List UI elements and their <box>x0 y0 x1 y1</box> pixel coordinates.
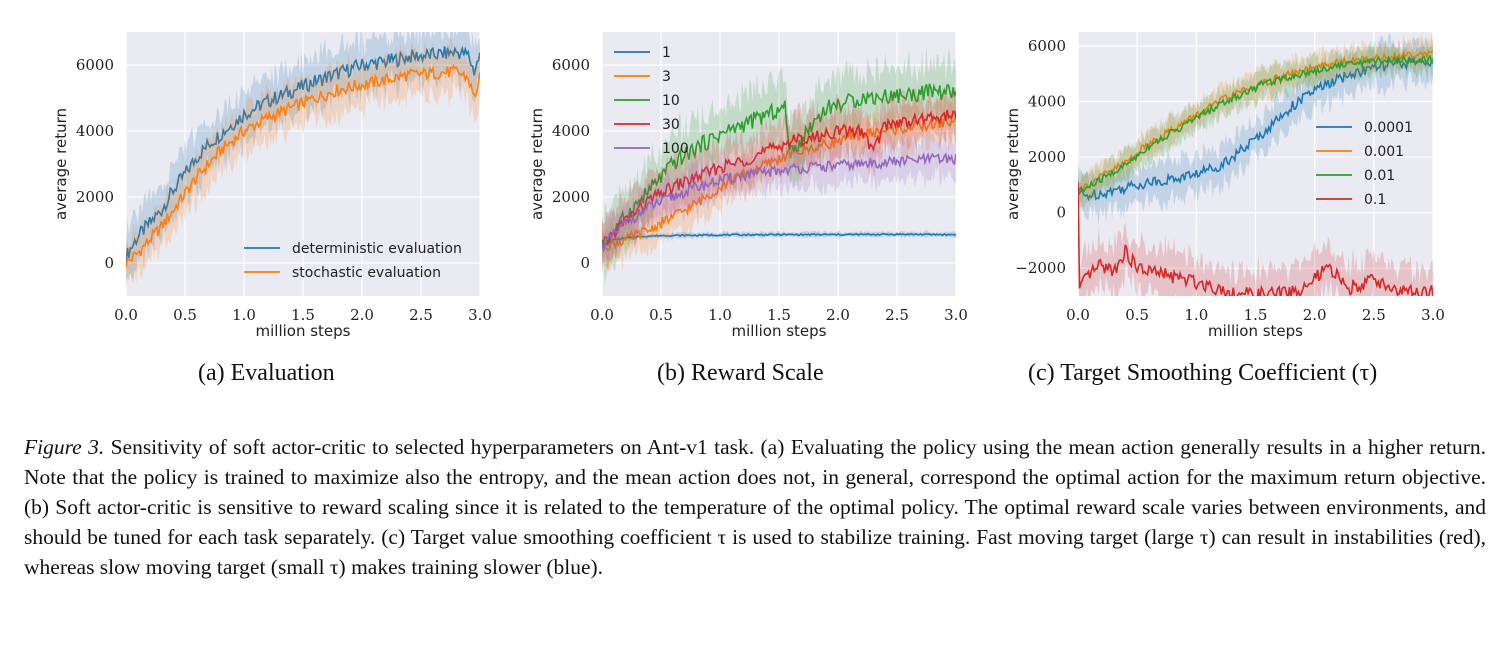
x-axis-label: million steps <box>1208 322 1303 340</box>
series-line-deterministic-evaluation <box>126 45 480 264</box>
caption-lead: Figure 3. <box>24 435 105 459</box>
y-tick-label: 6000 <box>552 56 590 74</box>
x-tick-label: 0.5 <box>1125 306 1149 324</box>
series-band-0.0001 <box>1078 33 1433 226</box>
x-tick-label: 3.0 <box>944 306 968 324</box>
series-band-30 <box>602 85 956 274</box>
x-tick-label: 2.0 <box>1303 306 1327 324</box>
series-line-0.01 <box>1078 54 1433 196</box>
y-axis-label: average return <box>52 108 70 220</box>
legend-label: 30 <box>662 117 680 133</box>
x-tick-label: 1.0 <box>708 306 732 324</box>
x-tick-label: 2.0 <box>826 306 850 324</box>
x-tick-label: 1.0 <box>1184 306 1208 324</box>
legend-label: 0.1 <box>1364 192 1386 208</box>
chart-panel-b: 0.0 0.5 1.0 1.5 2.0 2.5 3.0 0 2000 4000 6000 millio… <box>476 0 976 340</box>
y-tick-label: 2000 <box>76 188 114 206</box>
series-band-100 <box>602 126 956 266</box>
chart-c-svg: 0.0 0.5 1.0 1.5 2.0 2.5 3.0 −2000 0 2000 4000 6000 m… <box>1004 32 1445 340</box>
y-tick-label: 0 <box>104 254 114 272</box>
y-tick-label: 6000 <box>76 56 114 74</box>
x-tick-label: 1.5 <box>1244 306 1268 324</box>
figure-caption: Figure 3. Sensitivity of soft actor-crit… <box>24 432 1486 582</box>
chart-b-svg: 0.0 0.5 1.0 1.5 2.0 2.5 3.0 0 2000 4000 6000 millio… <box>528 32 968 340</box>
legend-label: 0.0001 <box>1364 120 1413 136</box>
subcaption-c: (c) Target Smoothing Coefficient (τ) <box>1028 360 1378 386</box>
y-tick-label: 4000 <box>1028 92 1066 110</box>
series-line-100 <box>602 151 956 254</box>
x-tick-label: 2.5 <box>885 306 909 324</box>
x-tick-label: 0.0 <box>114 306 138 324</box>
series-line-10 <box>602 83 956 252</box>
x-tick-label: 1.5 <box>291 306 315 324</box>
subcaption-b: (b) Reward Scale <box>657 360 824 386</box>
series-band-10 <box>602 46 956 286</box>
series-group <box>602 46 956 286</box>
y-tick-label: 0 <box>1056 204 1066 222</box>
legend-label: 1 <box>662 45 671 61</box>
y-tick-label: 2000 <box>552 188 590 206</box>
x-tick-label: 0.5 <box>649 306 673 324</box>
series-band-stochastic-evaluation <box>126 37 480 290</box>
x-tick-label: 0.0 <box>1066 306 1090 324</box>
legend-label: deterministic evaluation <box>292 241 462 257</box>
series-band-0.001 <box>1078 33 1433 210</box>
y-axis-label: average return <box>528 108 546 220</box>
y-tick-label: 4000 <box>76 122 114 140</box>
y-axis-label: average return <box>1004 108 1022 220</box>
y-tick-label: 0 <box>580 254 590 272</box>
x-tick-label: 3.0 <box>1421 306 1445 324</box>
legend-label: 0.001 <box>1364 144 1404 160</box>
x-tick-label: 2.0 <box>350 306 374 324</box>
x-axis-label: million steps <box>732 322 827 340</box>
x-tick-label: 1.0 <box>232 306 256 324</box>
series-line-0.0001 <box>1078 55 1433 202</box>
series-band-deterministic-evaluation <box>126 32 480 282</box>
chart-panel-c: 0.0 0.5 1.0 1.5 2.0 2.5 3.0 −2000 0 2000 4000 6000 m… <box>952 0 1462 340</box>
legend-label: 3 <box>662 69 671 85</box>
y-tick-label: −2000 <box>1015 259 1066 277</box>
x-tick-label: 0.5 <box>173 306 197 324</box>
legend-label: 100 <box>662 141 689 157</box>
y-tick-label: 4000 <box>552 122 590 140</box>
chart-panel-a: 0.0 0.5 1.0 1.5 2.0 2.5 3.0 0 2000 4000 6000 millio… <box>0 0 500 340</box>
series-line-3 <box>602 117 956 252</box>
series-line-0.1 <box>1078 182 1433 296</box>
series-line-30 <box>602 109 956 245</box>
series-line-1 <box>602 232 956 248</box>
caption-text: Sensitivity of soft actor-critic to sele… <box>24 435 1487 579</box>
x-tick-label: 2.5 <box>1362 306 1386 324</box>
x-tick-label: 1.5 <box>767 306 791 324</box>
series-band-0.1 <box>1078 165 1433 296</box>
x-axis-label: million steps <box>256 322 351 340</box>
y-tick-label: 2000 <box>1028 148 1066 166</box>
legend-label: 10 <box>662 93 680 109</box>
x-tick-label: 2.5 <box>409 306 433 324</box>
series-group <box>1078 33 1433 296</box>
subcaption-a: (a) Evaluation <box>198 360 335 386</box>
legend-label: stochastic evaluation <box>292 265 441 281</box>
x-tick-label: 3.0 <box>468 306 492 324</box>
y-tick-label: 6000 <box>1028 37 1066 55</box>
legend-label: 0.01 <box>1364 168 1395 184</box>
series-group <box>126 32 480 290</box>
series-line-stochastic-evaluation <box>126 63 480 268</box>
x-tick-label: 0.0 <box>590 306 614 324</box>
chart-a-svg: 0.0 0.5 1.0 1.5 2.0 2.5 3.0 0 2000 4000 6000 millio… <box>52 32 492 340</box>
